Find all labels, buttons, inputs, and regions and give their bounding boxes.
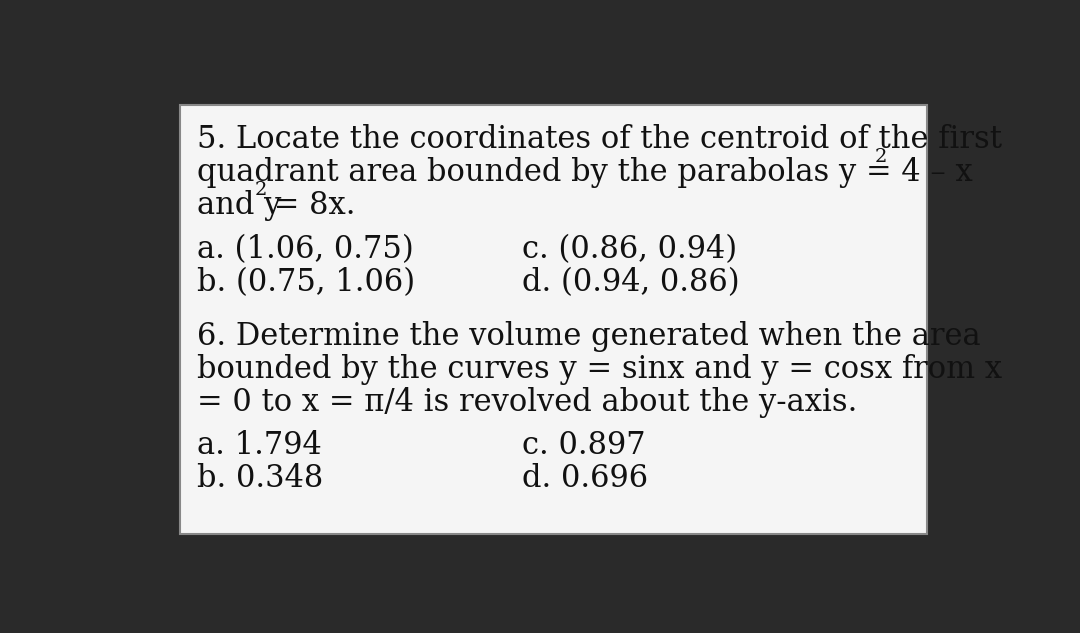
Text: d. (0.94, 0.86): d. (0.94, 0.86) [523,267,740,298]
FancyBboxPatch shape [180,105,927,534]
Text: and y: and y [197,190,282,221]
Text: quadrant area bounded by the parabolas y = 4 – x: quadrant area bounded by the parabolas y… [197,157,973,188]
Text: b. 0.348: b. 0.348 [197,463,323,494]
Text: 6. Determine the volume generated when the area: 6. Determine the volume generated when t… [197,321,981,352]
Text: b. (0.75, 1.06): b. (0.75, 1.06) [197,267,415,298]
Text: c. 0.897: c. 0.897 [523,430,646,461]
Text: 2: 2 [875,147,888,166]
Text: 2: 2 [255,180,268,199]
Text: a. (1.06, 0.75): a. (1.06, 0.75) [197,234,414,265]
Text: 5. Locate the coordinates of the centroid of the first: 5. Locate the coordinates of the centroi… [197,123,1002,154]
Text: = 8x.: = 8x. [265,190,356,221]
Text: d. 0.696: d. 0.696 [523,463,649,494]
Text: = 0 to x = π/4 is revolved about the y-axis.: = 0 to x = π/4 is revolved about the y-a… [197,387,858,418]
Text: c. (0.86, 0.94): c. (0.86, 0.94) [523,234,738,265]
Text: bounded by the curves y = sinx and y = cosx from x: bounded by the curves y = sinx and y = c… [197,354,1002,385]
Text: a. 1.794: a. 1.794 [197,430,322,461]
